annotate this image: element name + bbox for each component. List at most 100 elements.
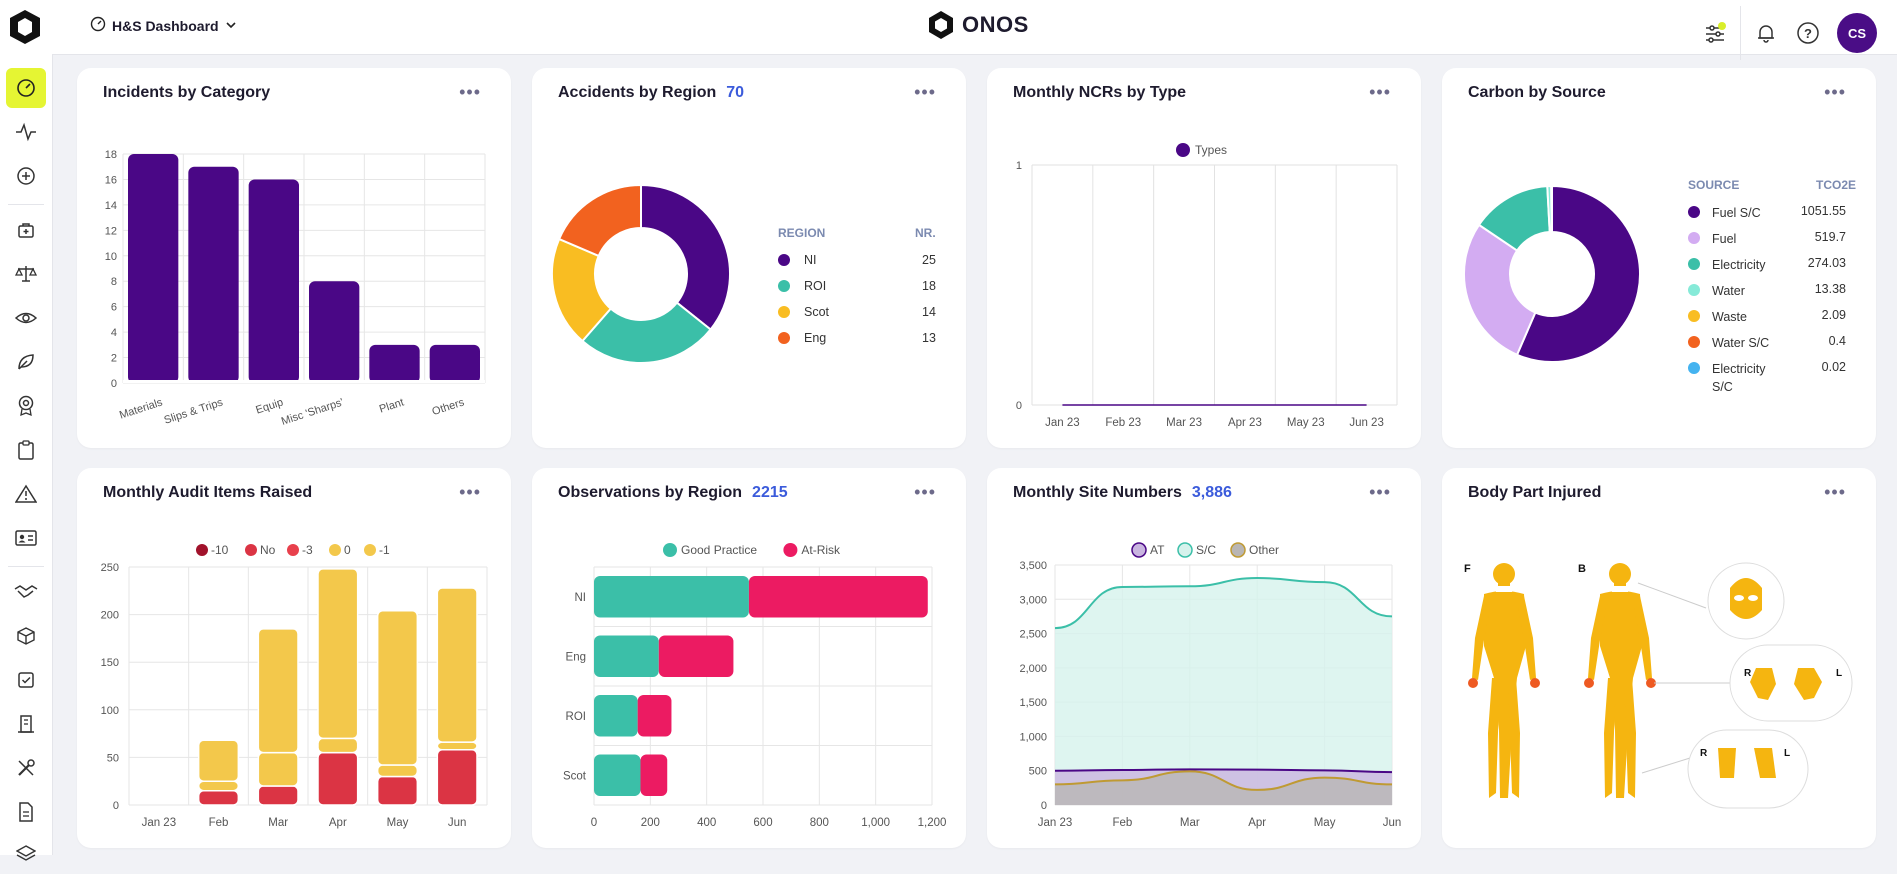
y-tick-label: 10	[105, 251, 117, 263]
legend-label: Waste	[1712, 308, 1747, 326]
y-tick-label: 0	[1016, 400, 1022, 412]
head-detail[interactable]	[1708, 563, 1784, 639]
legend-item[interactable]: Waste	[1688, 308, 1747, 326]
x-tick-label: May	[1314, 817, 1336, 829]
help-icon[interactable]: ?	[1787, 12, 1829, 54]
sidebar-item-dashboard[interactable]	[6, 68, 46, 108]
legend-swatch	[1688, 258, 1700, 270]
legend-item[interactable]: Water S/C	[1688, 334, 1769, 352]
legend-value: 2.09	[1822, 308, 1846, 322]
y-tick-label: 8	[111, 276, 117, 288]
bell-icon[interactable]	[1745, 12, 1787, 54]
sidebar-item-layers[interactable]	[6, 834, 46, 874]
sidebar-item-people[interactable]	[6, 518, 46, 558]
legend-swatch	[1132, 543, 1146, 557]
x-tick-label: Materials	[118, 396, 165, 421]
legend-item[interactable]: Water	[1688, 282, 1745, 300]
legend-value: 13.38	[1815, 282, 1846, 296]
legend-label: Good Practice	[681, 543, 757, 557]
right-hand-marker[interactable]	[1468, 678, 1478, 688]
avatar[interactable]: CS	[1837, 13, 1877, 53]
bar-segment	[594, 695, 638, 737]
bar-segment	[199, 791, 239, 805]
legend-item[interactable]: Fuel S/C	[1688, 204, 1761, 222]
y-tick-label: 2,500	[1019, 629, 1047, 641]
bar-segment	[594, 636, 659, 678]
legend-value: 25	[922, 253, 936, 267]
checkbox-icon	[16, 670, 36, 690]
dashboard-selector[interactable]: H&S Dashboard	[90, 16, 237, 35]
activity-icon	[15, 122, 37, 142]
sidebar-item-audits[interactable]	[6, 430, 46, 470]
x-tick-label: Feb	[209, 817, 229, 829]
sidebar-item-documents[interactable]	[6, 792, 46, 832]
bar-segment	[378, 765, 418, 776]
legend-value: 14	[922, 305, 936, 319]
legend-item[interactable]: Fuel	[1688, 230, 1736, 248]
sidebar-item-contractors[interactable]	[6, 572, 46, 612]
front-body-figure[interactable]	[1472, 563, 1536, 798]
bar	[188, 167, 238, 383]
legend-item[interactable]: NI	[778, 253, 817, 267]
body-diagram[interactable]: F B R L	[1442, 468, 1876, 848]
sidebar-item-activity[interactable]	[6, 112, 46, 152]
x-tick-label: 800	[810, 817, 829, 829]
sidebar-item-assets[interactable]	[6, 616, 46, 656]
x-tick-label: Slips & Trips	[163, 396, 225, 426]
neck-marker[interactable]	[1496, 586, 1512, 592]
sidebar-item-environment[interactable]	[6, 342, 46, 382]
tco2e-column-header: TCO2E	[1816, 178, 1856, 192]
sidebar-item-medical[interactable]	[6, 210, 46, 250]
sidebar-item-tasks[interactable]	[6, 660, 46, 700]
brand-name: ONOS	[962, 12, 1029, 38]
x-tick-label: Apr 23	[1228, 417, 1262, 429]
onos-logo-icon[interactable]	[6, 8, 44, 46]
x-tick-label: Feb	[1112, 817, 1132, 829]
sidebar-item-tools[interactable]	[6, 748, 46, 788]
back-right-hand-marker[interactable]	[1584, 678, 1594, 688]
back-neck-marker[interactable]	[1612, 586, 1628, 592]
legend-item[interactable]: ROI	[778, 279, 826, 293]
legend-swatch	[1688, 206, 1700, 218]
sidebar-item-training[interactable]	[6, 386, 46, 426]
legend-item[interactable]: Electricity	[1688, 256, 1765, 274]
source-column-header: SOURCE	[1688, 178, 1739, 192]
badge-icon	[16, 395, 36, 417]
pie-slice	[641, 185, 730, 329]
sidebar-item-compliance[interactable]	[6, 254, 46, 294]
legend-value: 1051.55	[1801, 204, 1846, 218]
sidebar-item-add[interactable]	[6, 156, 46, 196]
gauge-icon	[90, 16, 106, 35]
y-tick-label: 12	[105, 225, 117, 237]
top-bar: H&S Dashboard ONOS ? CS	[0, 0, 1897, 55]
sidebar-item-sites[interactable]	[6, 704, 46, 744]
sidebar-item-incidents[interactable]	[6, 474, 46, 514]
clipboard-icon	[17, 440, 35, 460]
legend-swatch	[778, 280, 790, 292]
left-hand-marker[interactable]	[1530, 678, 1540, 688]
legend-item[interactable]: Scot	[778, 305, 829, 319]
bar-segment	[258, 629, 298, 753]
bar-segment	[199, 740, 239, 781]
legend-swatch	[329, 544, 341, 556]
legend-item[interactable]: Eng	[778, 331, 826, 345]
divider	[8, 204, 44, 205]
hands-detail[interactable]	[1730, 645, 1852, 721]
y-tick-label: 0	[113, 800, 119, 812]
legend-swatch	[1688, 232, 1700, 244]
filters-icon[interactable]	[1694, 12, 1736, 54]
back-body-figure[interactable]	[1588, 563, 1652, 798]
brand: ONOS	[926, 10, 1029, 40]
sidebar-item-observations[interactable]	[6, 298, 46, 338]
nr-column-header: NR.	[915, 226, 936, 240]
feet-detail[interactable]	[1688, 730, 1808, 808]
legend-swatch	[1178, 543, 1192, 557]
bar-segment	[437, 588, 477, 742]
